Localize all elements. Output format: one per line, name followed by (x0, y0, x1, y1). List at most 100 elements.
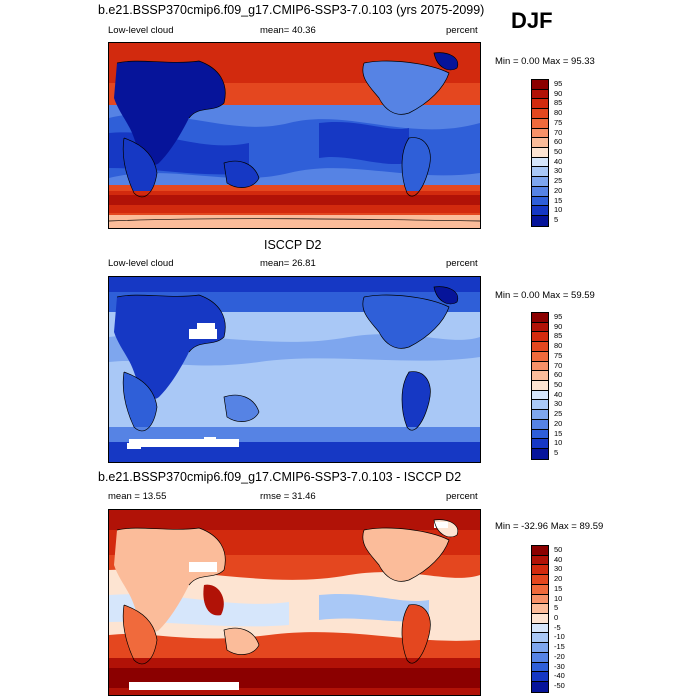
colorbar-swatch (532, 313, 548, 323)
colorbar-tick-label: 50 (554, 544, 563, 554)
colorbar-swatch (532, 128, 548, 139)
colorbar-swatch (532, 99, 548, 110)
panel1-map (108, 42, 481, 229)
colorbar-swatch (532, 157, 548, 168)
colorbar-swatch (532, 89, 548, 100)
colorbar-swatch (532, 584, 548, 595)
colorbar-swatch (532, 167, 548, 178)
colorbar-tick-label: -10 (554, 632, 565, 642)
colorbar-swatch (532, 623, 548, 634)
colorbar-tick-label: 30 (554, 564, 563, 574)
colorbar-swatch (532, 410, 548, 420)
colorbar-swatch (532, 342, 548, 352)
colorbar-swatch (532, 186, 548, 197)
colorbar-swatch (532, 138, 548, 149)
colorbar-tick-label: 5 (554, 215, 559, 225)
colorbar-swatch (532, 604, 548, 615)
colorbar-tick-label: 90 (554, 321, 563, 331)
panel1-title: b.e21.BSSP370cmip6.f09_g17.CMIP6-SSP3-7.… (98, 3, 485, 17)
colorbar-tick-label: 70 (554, 360, 563, 370)
colorbar-tick-label: 30 (554, 166, 563, 176)
colorbar-tick-label: -50 (554, 681, 565, 691)
panel2-units: percent (446, 258, 478, 269)
panel1-colorbar (531, 79, 549, 227)
colorbar-tick-label: 90 (554, 88, 563, 98)
colorbar-tick-label: 50 (554, 380, 563, 389)
colorbar-swatch (532, 177, 548, 187)
panel3-colorbar (531, 545, 549, 693)
panel3-minmax: Min = -32.96 Max = 89.59 (495, 521, 604, 532)
colorbar-swatch (532, 643, 548, 653)
colorbar-tick-label: 85 (554, 331, 563, 341)
colorbar-swatch (532, 148, 548, 158)
panel1-mean: mean= 40.36 (260, 25, 316, 36)
colorbar-swatch (532, 652, 548, 663)
colorbar-swatch (532, 614, 548, 624)
colorbar-tick-label: 20 (554, 418, 563, 428)
colorbar-swatch (532, 206, 548, 217)
colorbar-swatch (532, 390, 548, 401)
colorbar-tick-label: 40 (554, 389, 563, 399)
colorbar-swatch (532, 429, 548, 440)
panel2-map (108, 276, 481, 463)
colorbar-tick-label: 20 (554, 574, 563, 584)
colorbar-tick-label: 25 (554, 176, 563, 186)
colorbar-tick-label: 60 (554, 370, 563, 380)
colorbar-swatch (532, 332, 548, 343)
panel2-mean: mean= 26.81 (260, 258, 316, 269)
colorbar-tick-label: 10 (554, 438, 563, 448)
colorbar-tick-label: 30 (554, 399, 563, 409)
panel3-units: percent (446, 491, 478, 502)
colorbar-tick-label: 40 (554, 554, 563, 564)
colorbar-tick-label: 75 (554, 117, 563, 127)
colorbar-swatch (532, 381, 548, 391)
colorbar-swatch (532, 371, 548, 382)
colorbar-tick-label: 50 (554, 147, 563, 156)
colorbar-tick-label: -30 (554, 661, 565, 671)
panel1-minmax: Min = 0.00 Max = 95.33 (495, 56, 595, 67)
colorbar-tick-label: 10 (554, 593, 563, 603)
colorbar-swatch (532, 109, 548, 119)
colorbar-tick-label: 0 (554, 613, 559, 622)
colorbar-tick-label: 5 (554, 603, 559, 613)
colorbar-swatch (532, 322, 548, 333)
colorbar-tick-label: 25 (554, 409, 563, 419)
colorbar-swatch (532, 633, 548, 644)
panel1-variable: Low-level cloud (108, 25, 174, 36)
panel3-map (108, 509, 481, 696)
colorbar-tick-label: 95 (554, 78, 563, 88)
panel3-rmse: rmse = 31.46 (260, 491, 316, 502)
panel1-units: percent (446, 25, 478, 36)
colorbar-swatch (532, 555, 548, 566)
colorbar-swatch (532, 672, 548, 683)
colorbar-tick-label: 85 (554, 98, 563, 108)
colorbar-tick-label: 70 (554, 127, 563, 137)
panel2-title: ISCCP D2 (264, 238, 322, 252)
colorbar-tick-label: -15 (554, 642, 565, 652)
colorbar-swatch (532, 419, 548, 430)
colorbar-swatch (532, 400, 548, 411)
colorbar-swatch (532, 118, 548, 129)
panel2-colorbar (531, 312, 549, 460)
panel2-minmax: Min = 0.00 Max = 59.59 (495, 290, 595, 301)
colorbar-swatch (532, 662, 548, 673)
panel3-title: b.e21.BSSP370cmip6.f09_g17.CMIP6-SSP3-7.… (98, 470, 462, 484)
colorbar-swatch (532, 546, 548, 556)
colorbar-tick-label: 95 (554, 311, 563, 321)
colorbar-swatch (532, 196, 548, 207)
colorbar-tick-label: 80 (554, 108, 563, 118)
colorbar-tick-label: -20 (554, 651, 565, 661)
colorbar-swatch (532, 439, 548, 450)
colorbar-tick-label: 5 (554, 448, 559, 458)
colorbar-swatch (532, 449, 548, 459)
season-label: DJF (511, 8, 553, 33)
colorbar-tick-label: 15 (554, 195, 563, 205)
colorbar-tick-label: 15 (554, 428, 563, 438)
colorbar-swatch (532, 682, 548, 692)
colorbar-tick-label: 60 (554, 137, 563, 147)
colorbar-swatch (532, 216, 548, 226)
colorbar-tick-label: 15 (554, 583, 563, 593)
panel2-variable: Low-level cloud (108, 258, 174, 269)
colorbar-swatch (532, 594, 548, 605)
colorbar-swatch (532, 575, 548, 585)
